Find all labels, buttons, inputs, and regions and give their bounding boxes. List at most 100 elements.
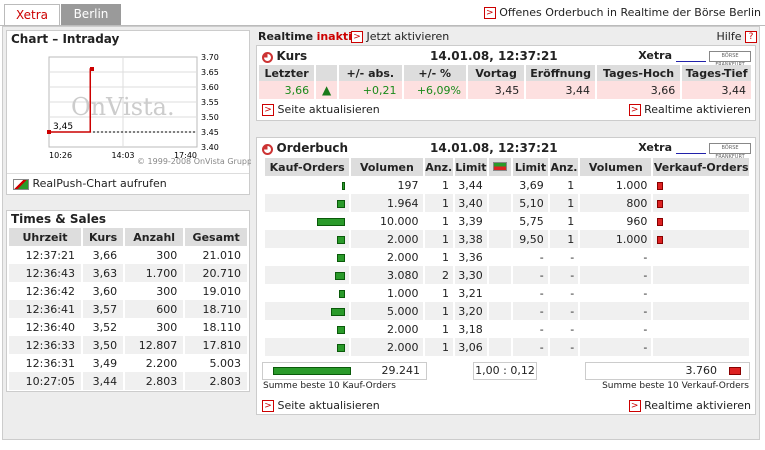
- order-cell: 2.000: [350, 338, 425, 356]
- orderbook-realtime-link[interactable]: > Realtime aktivieren: [628, 399, 751, 412]
- tab-berlin[interactable]: Berlin: [61, 4, 121, 25]
- buy-bar-cell: [265, 212, 352, 230]
- arrow-right-icon: >: [628, 400, 641, 412]
- ts-cell: 12.807: [124, 336, 186, 354]
- ts-cell: 20.710: [184, 264, 249, 282]
- tab-xetra[interactable]: Xetra: [4, 4, 60, 26]
- spacer-cell: [487, 320, 514, 338]
- order-cell: -: [512, 266, 550, 284]
- order-cell: 3.080: [350, 266, 425, 284]
- order-cell: -: [548, 266, 581, 284]
- order-cell: 2.000: [350, 248, 425, 266]
- kurs-value: 3,44: [681, 81, 753, 99]
- kurs-header-cell: Tages-Hoch: [595, 65, 683, 81]
- order-cell: 3,38: [453, 230, 489, 248]
- ts-cell: 2.803: [124, 372, 186, 390]
- buy-bar-cell: [265, 194, 352, 212]
- order-cell: -: [512, 248, 550, 266]
- realtime-inactive-badge: inaktiv: [316, 30, 360, 43]
- help-link[interactable]: Hilfe ?: [716, 30, 757, 43]
- order-cell: 5.000: [350, 302, 425, 320]
- kurs-header-cell: [315, 65, 340, 81]
- buy-volume-bar: [337, 325, 346, 334]
- sell-volume-bar: [657, 199, 664, 208]
- xetra-chart-icon: [675, 143, 706, 154]
- kurs-datetime: 14.01.08, 12:37:21: [430, 49, 558, 63]
- order-cell: 1.000: [350, 284, 425, 302]
- table-row: 2.000 1 3,38 9,50 1 1.000: [265, 230, 751, 248]
- order-cell: -: [579, 284, 654, 302]
- ts-cell: 1.700: [124, 264, 186, 282]
- kurs-header: Kurs: [262, 49, 307, 63]
- buy-volume-bar: [337, 253, 346, 262]
- realtime-status: Realtime inaktiv: [258, 30, 360, 43]
- x-tick-label: 17:40: [174, 151, 197, 160]
- ts-cell: 3,60: [82, 282, 126, 300]
- order-cell: 3,40: [453, 194, 489, 212]
- intraday-chart[interactable]: OnVista. 3.70 3.65 3.60 3.55 3.50 3.45 3.40 10…: [7, 49, 251, 179]
- table-row: 12:36:33 3,50 12.807 17.810: [9, 336, 249, 354]
- order-cell: -: [548, 284, 581, 302]
- kurs-realtime-link[interactable]: > Realtime aktivieren: [628, 103, 751, 116]
- sum-buy-box: 29.241: [262, 362, 427, 380]
- ts-cell: 3,50: [82, 336, 126, 354]
- order-cell: 960: [579, 212, 654, 230]
- order-cell: 3,39: [453, 212, 489, 230]
- order-cell: 3,36: [453, 248, 489, 266]
- sum-sell-bar: [729, 367, 741, 375]
- order-cell: 1: [423, 194, 456, 212]
- top-orderbook-link[interactable]: > Offenes Orderbuch in Realtime der Börs…: [483, 6, 761, 19]
- xetra-chart-icon: [675, 51, 706, 62]
- orderbook-header-cell: Limit: [512, 158, 550, 176]
- ts-cell: 21.010: [184, 246, 249, 264]
- buy-volume-bar: [337, 199, 346, 208]
- orderbook-refresh-link[interactable]: > Seite aktualisieren: [262, 399, 380, 412]
- ts-cell: 300: [124, 282, 186, 300]
- arrow-right-icon: >: [351, 31, 363, 43]
- table-row: 12:36:42 3,60 300 19.010: [9, 282, 249, 300]
- table-row: 12:37:21 3,66 300 21.010: [9, 246, 249, 264]
- arrow-right-icon: >: [262, 104, 274, 116]
- spacer-cell: [487, 302, 514, 320]
- exchange-logo: Xetra BÖRSE FRANKFURT: [638, 49, 751, 68]
- spacer-cell: [487, 212, 514, 230]
- buy-sell-ratio: 1,00 : 0,12: [473, 362, 537, 380]
- buy-bar-cell: [265, 302, 352, 320]
- ts-cell: 300: [124, 246, 186, 264]
- sell-volume-bar: [657, 217, 664, 226]
- help-icon: ?: [745, 31, 757, 43]
- ts-cell: 10:27:05: [9, 372, 84, 390]
- ts-cell: 3,66: [82, 246, 126, 264]
- ts-cell: 3,44: [82, 372, 126, 390]
- ts-cell: 12:36:43: [9, 264, 84, 282]
- times-sales-title: Times & Sales: [11, 212, 107, 226]
- table-row: 2.000 1 3,18- - -: [265, 320, 751, 338]
- activate-now-link[interactable]: > Jetzt aktivieren: [351, 30, 449, 43]
- order-cell: 1: [548, 194, 581, 212]
- orderbook-header-cell: Kauf-Orders: [265, 158, 352, 176]
- ts-header: Uhrzeit: [9, 228, 84, 246]
- spacer-cell: [487, 284, 514, 302]
- kurs-refresh-link[interactable]: > Seite aktualisieren: [262, 103, 380, 116]
- order-cell: 1.964: [350, 194, 425, 212]
- ts-cell: 2.803: [184, 372, 249, 390]
- order-cell: -: [548, 320, 581, 338]
- sell-bar-cell: [652, 176, 751, 194]
- kurs-value: 3,66: [259, 81, 317, 99]
- sell-bar-cell: [652, 230, 751, 248]
- end-marker: [90, 67, 94, 71]
- order-cell: 3,44: [453, 176, 489, 194]
- sell-bar-cell: [652, 302, 751, 320]
- order-cell: 3,18: [453, 320, 489, 338]
- buy-volume-bar: [342, 181, 346, 190]
- kurs-table: Letzter +/- abs. +/- % Vortag Eröffnung Tages…: [259, 65, 753, 99]
- spacer-cell: [487, 194, 514, 212]
- times-sales-table: Uhrzeit Kurs Anzahl Gesamt 12:37:21 3,66 300 2…: [9, 228, 249, 390]
- realpush-chart-link[interactable]: RealPush-Chart aufrufen: [13, 177, 167, 190]
- arrow-right-icon: >: [483, 7, 496, 19]
- chart-panel: Chart – Intraday OnVista. 3.70 3.65 3.60 3.…: [6, 30, 251, 195]
- ts-cell: 12:36:40: [9, 318, 84, 336]
- orderbook-header-cell: Limit: [453, 158, 489, 176]
- y-tick-label: 3.65: [201, 68, 219, 77]
- order-cell: -: [512, 284, 550, 302]
